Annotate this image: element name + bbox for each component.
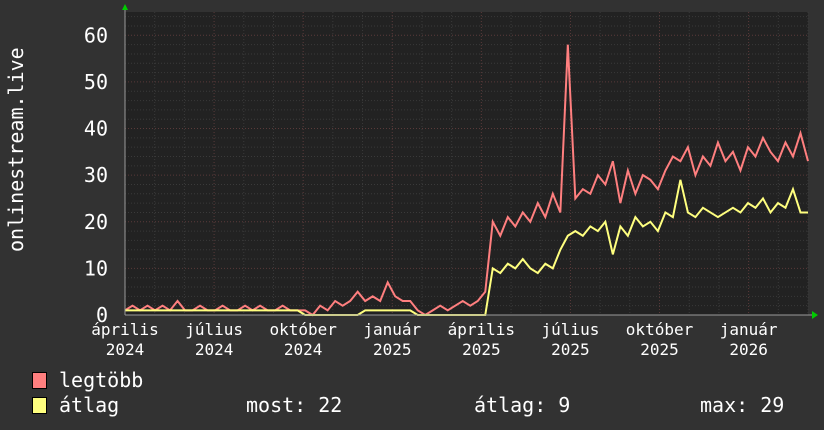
stat-atlag: átlag: 9 <box>474 393 571 417</box>
stat-most: most: 22 <box>246 393 343 417</box>
x-tick-month: október <box>269 320 337 339</box>
x-tick-month: július <box>185 320 243 339</box>
y-tick-label: 0 <box>96 303 108 327</box>
y-axis-arrow <box>122 4 128 10</box>
x-axis-arrow <box>812 311 818 319</box>
y-tick-label: 40 <box>84 117 108 141</box>
x-tick-month: január <box>720 320 778 339</box>
y-tick-label: 50 <box>84 70 108 94</box>
legend-swatch-atlag <box>32 396 47 414</box>
y-tick-label: 10 <box>84 256 108 280</box>
x-tick-year: 2024 <box>106 340 145 359</box>
x-tick-year: 2024 <box>284 340 323 359</box>
stat-max: max: 29 <box>700 393 785 417</box>
x-tick-month: április <box>448 320 515 339</box>
y-tick-label: 60 <box>84 23 108 47</box>
legend-legtobb: legtöbb <box>32 369 143 391</box>
x-tick-year: 2024 <box>195 340 234 359</box>
x-tick-month: október <box>626 320 694 339</box>
x-tick-month: április <box>91 320 158 339</box>
legend-label: legtöbb <box>59 368 144 392</box>
x-tick-year: 2026 <box>729 340 768 359</box>
x-tick-year: 2025 <box>373 340 412 359</box>
x-tick-year: 2025 <box>551 340 590 359</box>
plot-area <box>125 12 808 315</box>
y-tick-label: 30 <box>84 163 108 187</box>
legend-label: átlag <box>59 393 120 417</box>
x-tick-year: 2025 <box>462 340 501 359</box>
y-axis-label: onlinestream.live <box>4 47 28 252</box>
x-tick-year: 2025 <box>640 340 679 359</box>
x-tick-month: január <box>363 320 421 339</box>
x-tick-month: július <box>542 320 600 339</box>
legend-swatch-legtobb <box>32 371 47 389</box>
y-tick-label: 20 <box>84 210 108 234</box>
legend-atlag: átlag <box>32 394 119 416</box>
